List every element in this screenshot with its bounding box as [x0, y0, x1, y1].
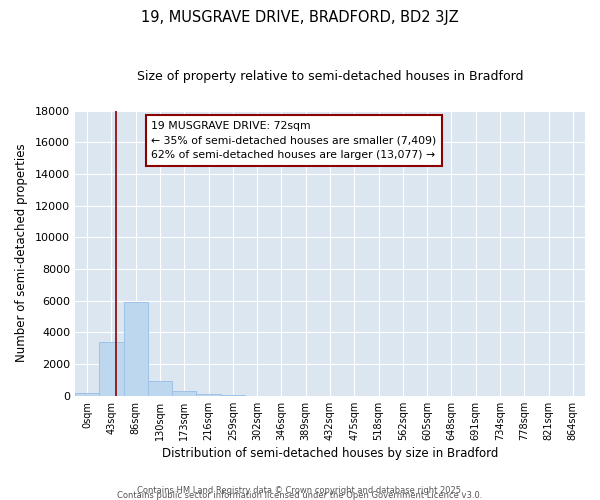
Bar [148, 381, 172, 396]
Bar [75, 392, 99, 396]
Bar [196, 394, 221, 396]
Bar [99, 342, 124, 396]
Bar [221, 395, 245, 396]
Y-axis label: Number of semi-detached properties: Number of semi-detached properties [15, 144, 28, 362]
Bar [124, 302, 148, 396]
Bar [172, 391, 196, 396]
X-axis label: Distribution of semi-detached houses by size in Bradford: Distribution of semi-detached houses by … [162, 447, 498, 460]
Text: 19, MUSGRAVE DRIVE, BRADFORD, BD2 3JZ: 19, MUSGRAVE DRIVE, BRADFORD, BD2 3JZ [141, 10, 459, 25]
Title: Size of property relative to semi-detached houses in Bradford: Size of property relative to semi-detach… [137, 70, 523, 83]
Text: Contains HM Land Registry data © Crown copyright and database right 2025.: Contains HM Land Registry data © Crown c… [137, 486, 463, 495]
Text: 19 MUSGRAVE DRIVE: 72sqm
← 35% of semi-detached houses are smaller (7,409)
62% o: 19 MUSGRAVE DRIVE: 72sqm ← 35% of semi-d… [151, 120, 437, 160]
Text: Contains public sector information licensed under the Open Government Licence v3: Contains public sector information licen… [118, 491, 482, 500]
